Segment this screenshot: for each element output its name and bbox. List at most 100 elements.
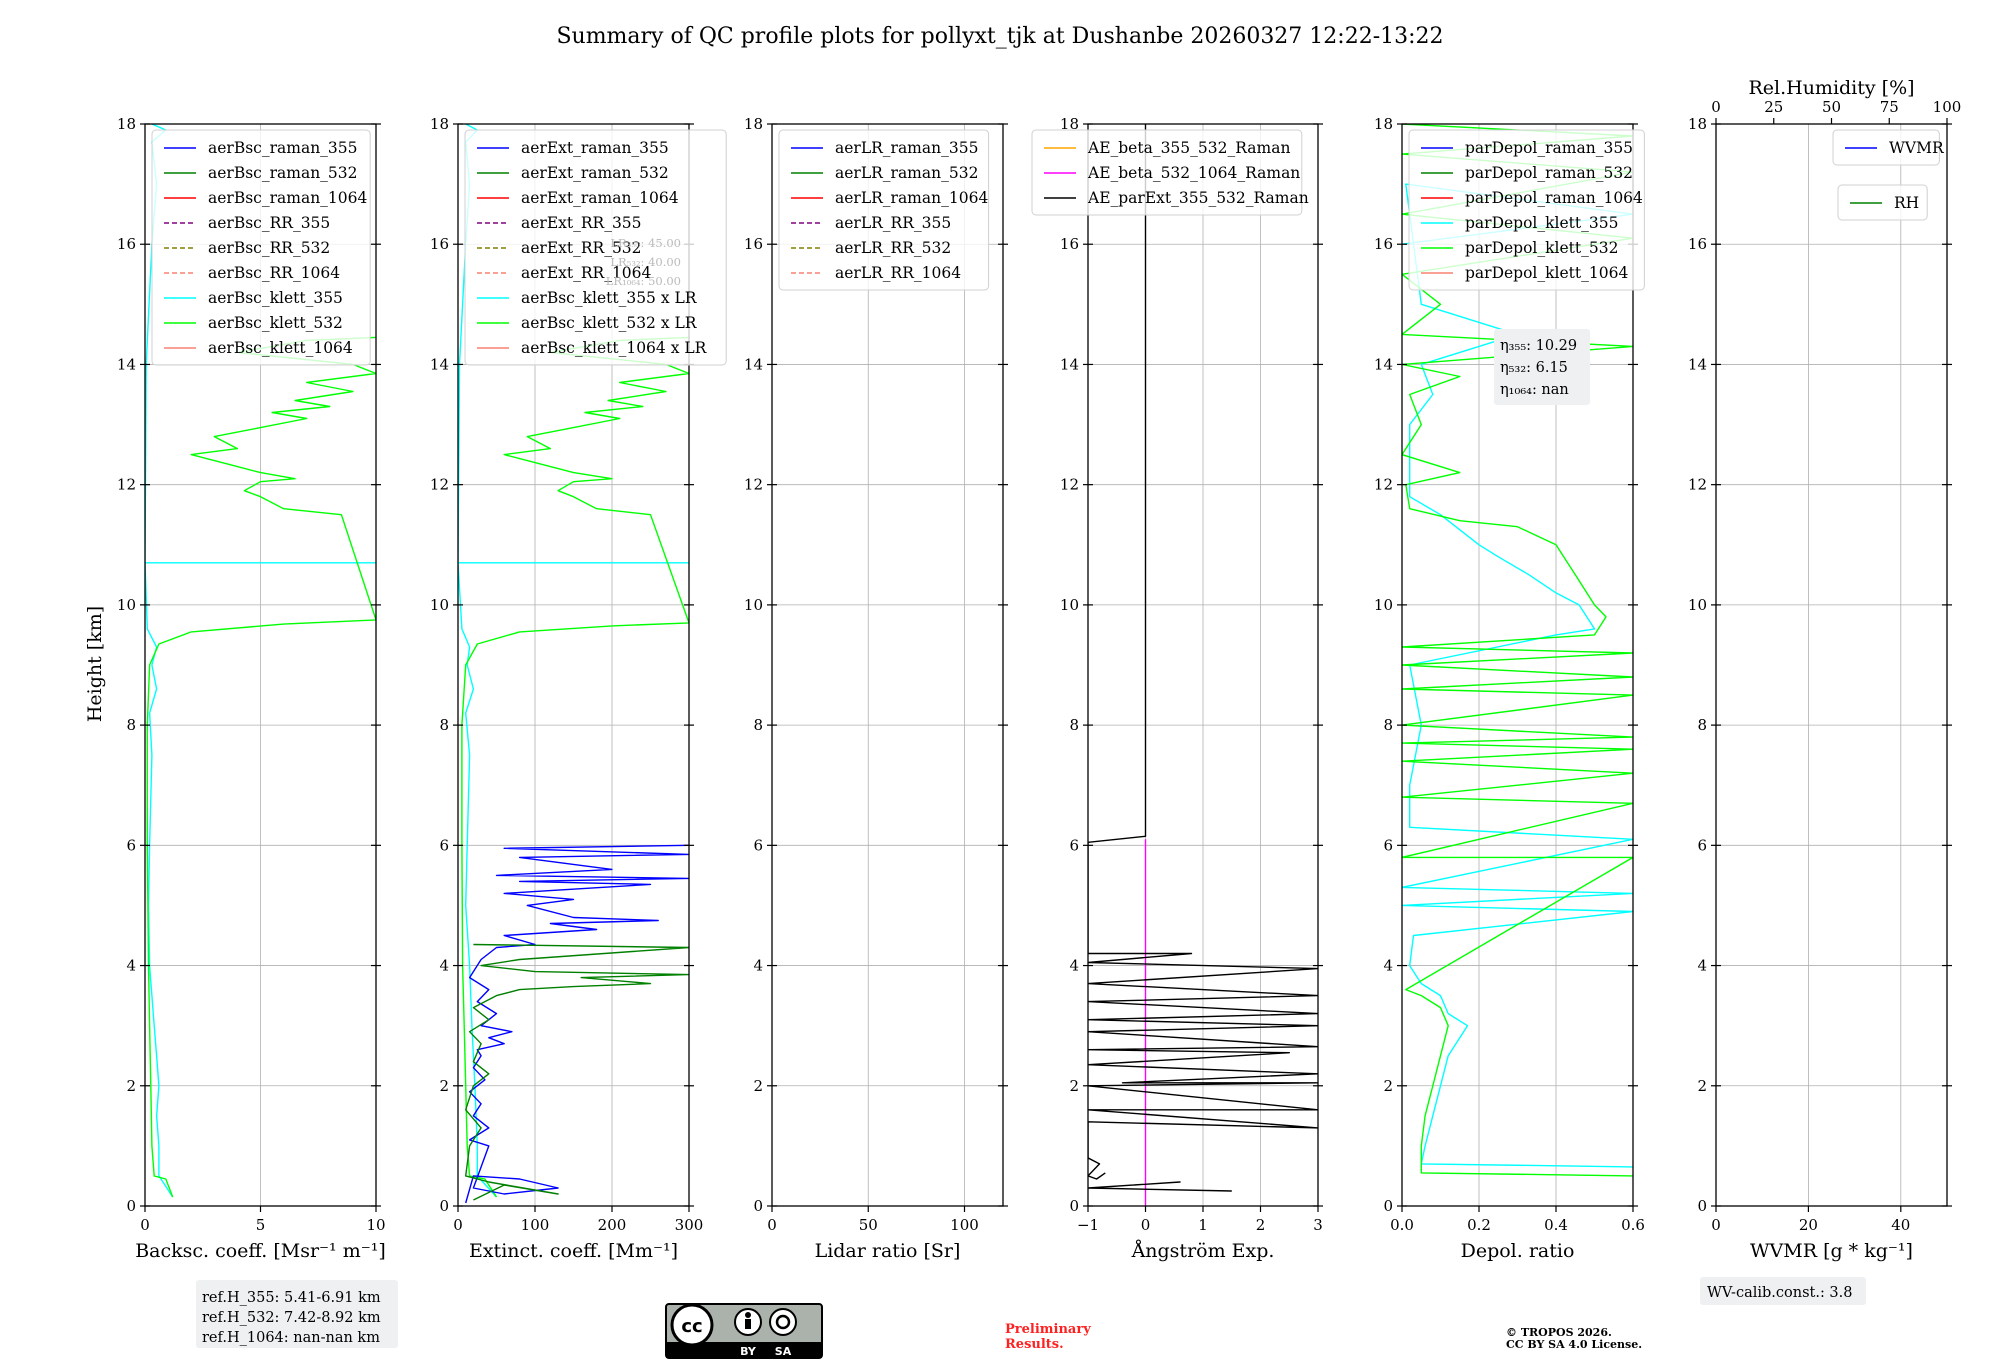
cc-icon bbox=[670, 1303, 714, 1347]
y-tick-label: 14 bbox=[430, 355, 449, 373]
eta-label: η₅₃₂: 6.15 bbox=[1500, 360, 1568, 376]
top-x-tick-label: 100 bbox=[1933, 98, 1962, 116]
panel-3: 0 2 4 6 8 10 12 14 16 18 0 50 100 Lidar ratio [Sr] aer… bbox=[744, 115, 1008, 1262]
x-tick-label: 0.4 bbox=[1544, 1216, 1568, 1234]
preliminary-line-2: Results. bbox=[1005, 1337, 1064, 1352]
y-tick-label: 12 bbox=[1688, 476, 1707, 494]
y-tick-label: 16 bbox=[430, 235, 449, 253]
x-tick-label: 0.6 bbox=[1621, 1216, 1645, 1234]
y-tick-label: 16 bbox=[1374, 235, 1393, 253]
legend-entry: aerLR_raman_355 bbox=[835, 139, 978, 157]
y-tick-label: 6 bbox=[753, 836, 763, 854]
y-tick-label: 2 bbox=[126, 1077, 136, 1095]
series-line-aerBsc_klett_355 bbox=[145, 124, 376, 1198]
y-tick-label: 8 bbox=[439, 716, 449, 734]
series-line-parDepol_klett_355 bbox=[1402, 183, 1633, 1168]
y-tick-label: 4 bbox=[1697, 957, 1707, 975]
legend-rh-entry: RH bbox=[1894, 194, 1919, 212]
x-axis-label: Extinct. coeff. [Mm⁻¹] bbox=[469, 1240, 678, 1262]
wv-calib-label: WV-calib.const.: 3.8 bbox=[1707, 1285, 1853, 1301]
x-tick-label: 2 bbox=[1256, 1216, 1266, 1234]
figure-title: Summary of QC profile plots for pollyxt_… bbox=[556, 24, 1443, 49]
y-tick-label: 12 bbox=[1374, 476, 1393, 494]
legend-entry: aerBsc_klett_355 bbox=[208, 289, 343, 307]
y-tick-label: 18 bbox=[1688, 115, 1707, 133]
legend-entry: aerExt_raman_1064 bbox=[521, 189, 679, 207]
data-group bbox=[1088, 124, 1318, 1206]
y-tick-label: 2 bbox=[1697, 1077, 1707, 1095]
wv-calib-box bbox=[1700, 1277, 1866, 1305]
y-tick-label: 8 bbox=[126, 716, 136, 734]
y-tick-label: 0 bbox=[1697, 1197, 1707, 1215]
data-group bbox=[145, 124, 376, 1198]
legend-entry: aerExt_raman_532 bbox=[521, 164, 669, 182]
y-tick-label: 6 bbox=[439, 836, 449, 854]
cc-sa-text: SA bbox=[775, 1345, 792, 1358]
legend-box bbox=[1832, 129, 1940, 166]
axes-frame bbox=[771, 123, 1004, 1207]
axes-frame bbox=[1715, 123, 1948, 1207]
y-tick-label: 14 bbox=[744, 355, 763, 373]
x-tick-label: 100 bbox=[521, 1216, 550, 1234]
y-tick-label: 0 bbox=[439, 1197, 449, 1215]
lidar-ratio-label: LR₅₃₂: 40.00 bbox=[610, 255, 681, 269]
panels: 0 2 4 6 8 10 12 14 16 18 0 5 10 Backsc. coeff. [Msr⁻¹… bbox=[117, 77, 1961, 1348]
legend-entry: aerLR_raman_1064 bbox=[835, 189, 988, 207]
y-tick-label: 6 bbox=[1697, 836, 1707, 854]
series-line-aerBsc_klett_532 bbox=[146, 336, 376, 1198]
y-tick-label: 18 bbox=[744, 115, 763, 133]
y-tick-label: 4 bbox=[753, 957, 763, 975]
legend-entry: aerExt_raman_355 bbox=[521, 139, 669, 157]
y-tick-label: 18 bbox=[117, 115, 136, 133]
series-line-aerExt_raman_355 bbox=[465, 844, 689, 1204]
x-axis-label: Lidar ratio [Sr] bbox=[815, 1240, 961, 1262]
axes-frame bbox=[1401, 123, 1634, 1207]
cc-license-badge: cc BY SA bbox=[665, 1303, 823, 1359]
y-tick-label: 10 bbox=[1374, 596, 1393, 614]
legend-entry: AE_beta_532_1064_Raman bbox=[1087, 164, 1300, 182]
legend-entry: aerBsc_RR_355 bbox=[208, 214, 330, 232]
legend-entry: aerBsc_raman_1064 bbox=[208, 189, 368, 207]
x-tick-label: 3 bbox=[1313, 1216, 1323, 1234]
eta-label: η₃₅₅: 10.29 bbox=[1500, 338, 1577, 354]
y-tick-label: 0 bbox=[1383, 1197, 1393, 1215]
y-tick-label: 16 bbox=[117, 235, 136, 253]
legend-entry: aerExt_RR_1064 bbox=[521, 264, 652, 282]
series-line-AE_parExt_355_532_Raman bbox=[1088, 1181, 1232, 1192]
legend-entry: aerLR_RR_532 bbox=[835, 239, 951, 257]
x-axis-label: Ångström Exp. bbox=[1131, 1240, 1275, 1262]
y-tick-label: 6 bbox=[126, 836, 136, 854]
y-tick-label: 14 bbox=[117, 355, 136, 373]
legend-entry: WVMR bbox=[1889, 139, 1945, 157]
x-tick-label: 0.2 bbox=[1467, 1216, 1491, 1234]
y-tick-label: 2 bbox=[1383, 1077, 1393, 1095]
y-tick-label: 8 bbox=[1697, 716, 1707, 734]
y-tick-label: 18 bbox=[1374, 115, 1393, 133]
y-tick-label: 8 bbox=[753, 716, 763, 734]
y-tick-label: 2 bbox=[439, 1077, 449, 1095]
x-axis-label: Backsc. coeff. [Msr⁻¹ m⁻¹] bbox=[135, 1240, 386, 1262]
refh-label: ref.H_532: 7.42-8.92 km bbox=[202, 1310, 381, 1326]
legend-entry: aerBsc_RR_1064 bbox=[208, 264, 340, 282]
x-tick-label: 0 bbox=[1141, 1216, 1151, 1234]
y-tick-label: 10 bbox=[744, 596, 763, 614]
x-tick-label: 100 bbox=[950, 1216, 979, 1234]
y-tick-label: 4 bbox=[1069, 957, 1079, 975]
x-tick-label: 5 bbox=[256, 1216, 266, 1234]
y-tick-label: 10 bbox=[1688, 596, 1707, 614]
legend-entry: aerLR_raman_532 bbox=[835, 164, 978, 182]
y-tick-label: 10 bbox=[117, 596, 136, 614]
legend-entry: parDepol_raman_1064 bbox=[1465, 189, 1643, 207]
legend-entry: AE_beta_355_532_Raman bbox=[1087, 139, 1290, 157]
lidar-ratio-label: LR₃₅₅: 45.00 bbox=[610, 236, 681, 250]
refh-label: ref.H_1064: nan-nan km bbox=[202, 1330, 380, 1346]
x-tick-label: 40 bbox=[1891, 1216, 1910, 1234]
legend-entry: parDepol_klett_1064 bbox=[1465, 264, 1628, 282]
y-tick-label: 18 bbox=[430, 115, 449, 133]
legend-entry: aerLR_RR_1064 bbox=[835, 264, 961, 282]
copyright-line-2: CC BY SA 4.0 License. bbox=[1506, 1338, 1642, 1351]
x-tick-label: 0 bbox=[453, 1216, 463, 1234]
